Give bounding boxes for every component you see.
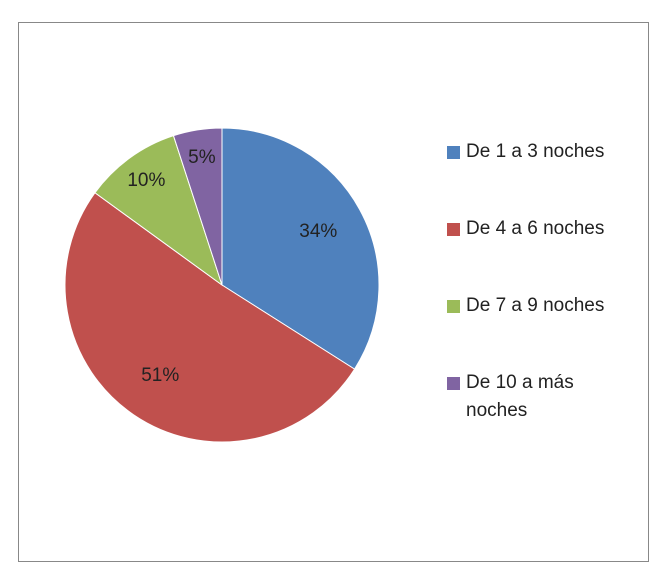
legend: De 1 a 3 noches De 4 a 6 noches De 7 a 9 n… xyxy=(447,138,632,446)
legend-swatch xyxy=(447,300,460,313)
pie-slice xyxy=(172,127,223,286)
pie-slice xyxy=(64,192,356,443)
pie-slice xyxy=(94,135,223,287)
data-label: 5% xyxy=(188,147,216,168)
legend-swatch xyxy=(447,377,460,390)
legend-label: De 7 a 9 noches xyxy=(466,295,605,316)
legend-item: De 4 a 6 noches xyxy=(447,215,632,292)
data-label: 10% xyxy=(127,170,165,191)
legend-label: De 4 a 6 noches xyxy=(466,218,605,239)
pie-slice xyxy=(221,127,380,370)
legend-swatch xyxy=(447,223,460,236)
legend-item: De 10 a más noches xyxy=(447,369,632,446)
legend-label: De 10 a más noches xyxy=(466,372,574,421)
legend-swatch xyxy=(447,146,460,159)
data-label: 51% xyxy=(141,365,179,386)
legend-item: De 1 a 3 noches xyxy=(447,138,632,215)
legend-item: De 7 a 9 noches xyxy=(447,292,632,369)
legend-label: De 1 a 3 noches xyxy=(466,141,605,162)
data-label: 34% xyxy=(299,221,337,242)
